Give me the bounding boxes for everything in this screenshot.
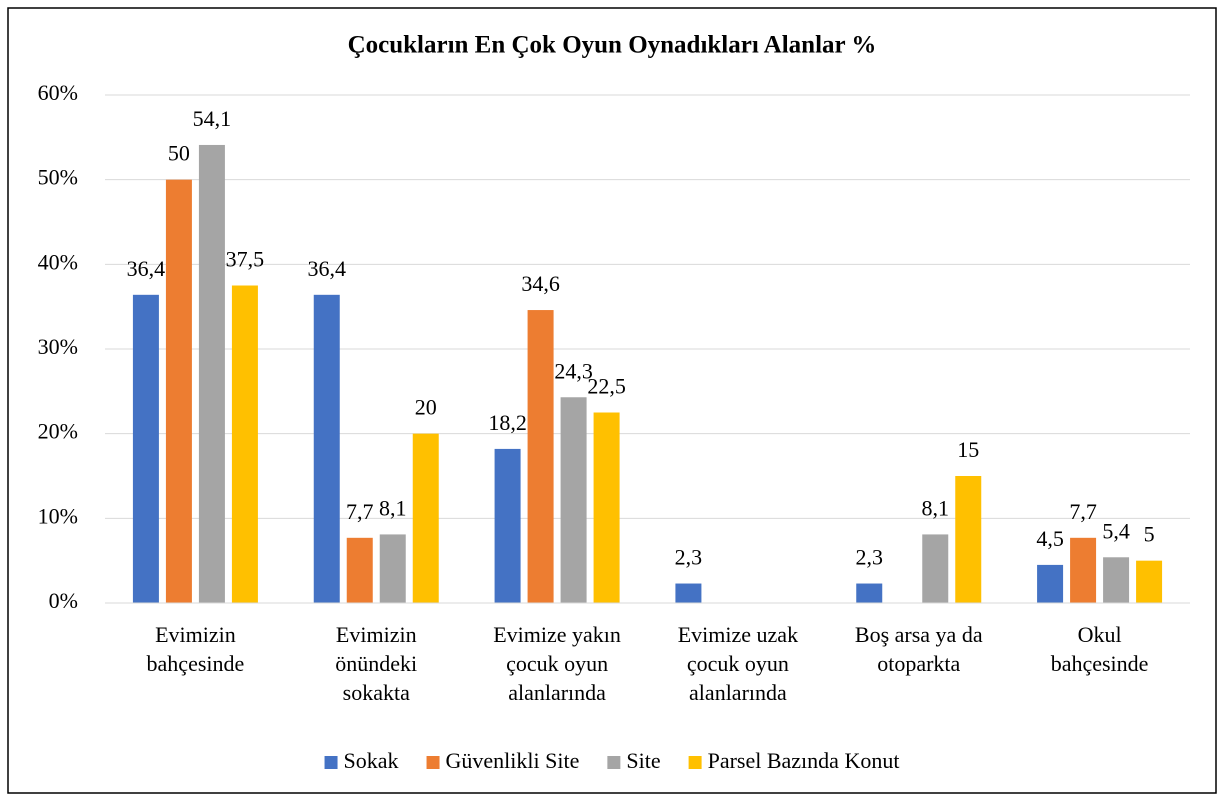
data-label: 34,6: [521, 271, 560, 296]
data-label: 7,7: [1069, 499, 1097, 524]
bar: [198, 144, 225, 603]
data-label: 18,2: [488, 410, 527, 435]
bar: [231, 285, 258, 603]
data-label: 24,3: [554, 358, 593, 383]
bar: [346, 537, 373, 603]
bar: [165, 179, 192, 603]
x-tick-label: Evimizin önündeki sokakta: [335, 622, 417, 705]
legend-label: Parsel Bazında Konut: [708, 748, 900, 773]
legend-label: Güvenlikli Site: [446, 748, 580, 773]
bar: [132, 294, 159, 603]
x-tick-label: Okul bahçesinde: [1051, 622, 1149, 676]
bar: [593, 412, 620, 603]
data-label: 15: [957, 437, 979, 462]
bar: [1070, 537, 1097, 603]
data-label: 50: [168, 141, 190, 166]
legend-swatch: [324, 756, 338, 769]
legend-swatch: [426, 756, 440, 769]
legend-swatch: [688, 756, 702, 769]
bar: [560, 397, 587, 603]
bar: [313, 294, 340, 603]
x-tick-label: Evimizin bahçesinde: [147, 622, 245, 676]
data-label: 5: [1144, 522, 1155, 547]
x-tick-label: Evimize yakın çocuk oyun alanlarında: [493, 622, 621, 705]
bar: [379, 534, 406, 603]
y-tick-label: 40%: [38, 249, 78, 274]
data-label: 20: [415, 395, 437, 420]
x-tick-label: Boş arsa ya da otoparkta: [855, 622, 983, 676]
x-tick-label: Evimize uzak çocuk oyun alanlarında: [678, 622, 798, 705]
bar: [1136, 560, 1163, 603]
data-label: 36,4: [127, 256, 166, 281]
bar: [1037, 564, 1064, 603]
legend-label: Site: [626, 748, 660, 773]
data-label: 22,5: [587, 374, 626, 399]
data-label: 5,4: [1102, 518, 1130, 543]
data-label: 36,4: [308, 256, 347, 281]
data-label: 7,7: [346, 499, 374, 524]
y-tick-label: 50%: [38, 165, 78, 190]
data-label: 2,3: [856, 545, 884, 570]
bar: [856, 583, 883, 603]
bar: [675, 583, 702, 603]
bar: [1103, 557, 1130, 603]
bar: [527, 310, 554, 603]
y-tick-label: 30%: [38, 334, 78, 359]
y-tick-label: 60%: [38, 80, 78, 105]
data-label: 54,1: [193, 106, 232, 131]
bar: [955, 476, 982, 603]
y-tick-label: 20%: [38, 419, 78, 444]
bar: [922, 534, 949, 603]
data-label: 8,1: [379, 495, 407, 520]
bar: [412, 433, 439, 603]
legend-label: Sokak: [344, 748, 399, 773]
data-label: 4,5: [1036, 526, 1064, 551]
data-label: 8,1: [922, 495, 950, 520]
legend-swatch: [607, 756, 621, 769]
y-tick-label: 0%: [49, 588, 78, 613]
chart-title: Çocukların En Çok Oyun Oynadıkları Alanl…: [348, 32, 877, 59]
data-label: 37,5: [226, 247, 265, 272]
data-label: 2,3: [675, 545, 703, 570]
bar: [494, 448, 521, 603]
y-tick-label: 10%: [38, 503, 78, 528]
